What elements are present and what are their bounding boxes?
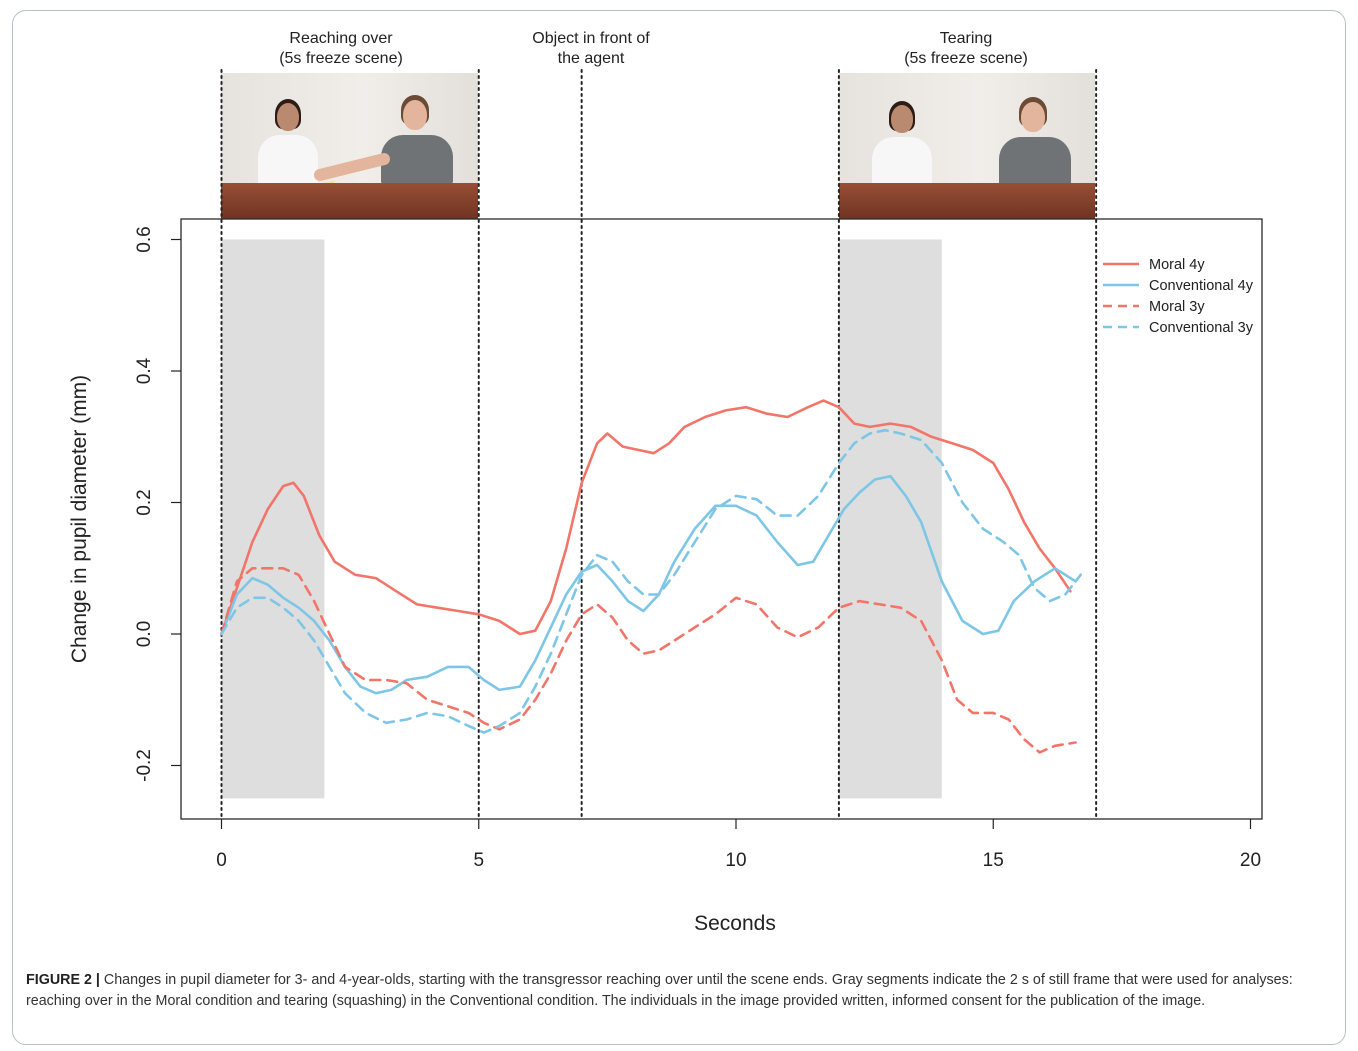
x-tick-label-20: 20 (1240, 850, 1261, 871)
figure-frame (12, 10, 1346, 1045)
y-tick-label-0.2: 0.2 (134, 489, 155, 515)
photo-tearing (839, 73, 1095, 219)
y-tick-label-0.6: 0.6 (134, 226, 155, 252)
panel-object-label-1: Object in front of (532, 30, 650, 47)
y-axis-title: Change in pupil diameter (mm) (68, 375, 91, 663)
panel-object-label-2: the agent (558, 50, 625, 67)
figure-caption: FIGURE 2 | Changes in pupil diameter for… (26, 970, 1326, 1012)
legend-label-conventional-3y: Conventional 3y (1149, 320, 1254, 336)
legend-label-moral-3y: Moral 3y (1149, 299, 1205, 315)
panel-tearing-label-2: (5s freeze scene) (904, 50, 1028, 67)
panel-tearing-label-1: Tearing (940, 30, 992, 47)
photo-reaching-over (221, 73, 478, 219)
y-tick-label-0.4: 0.4 (134, 357, 155, 384)
legend-label-moral-4y: Moral 4y (1149, 257, 1205, 273)
analysis-window-0 (221, 239, 325, 799)
caption-text: Changes in pupil diameter for 3- and 4-y… (26, 972, 1293, 1009)
x-tick-label-5: 5 (473, 850, 484, 871)
x-tick-label-0: 0 (216, 850, 227, 871)
series-line-conventional-3y (220, 428, 1082, 734)
series-line-moral-3y (220, 567, 1077, 754)
y-tick-label-0: 0.0 (134, 621, 155, 647)
x-tick-label-15: 15 (983, 850, 1004, 871)
y-tick-label--0.2: -0.2 (134, 749, 155, 782)
panel-reaching-label-1: Reaching over (289, 30, 393, 47)
series-line-conventional-4y (220, 474, 1077, 695)
plot-frame (180, 218, 1263, 820)
analysis-window-1 (838, 239, 942, 799)
x-tick-label-10: 10 (725, 850, 746, 871)
legend-label-conventional-4y: Conventional 4y (1149, 278, 1254, 294)
legend: Moral 4y Conventional 4y Moral 3y Conven… (1103, 257, 1254, 336)
x-axis-title: Seconds (694, 912, 776, 935)
panel-reaching-label-2: (5s freeze scene) (279, 50, 403, 67)
series-line-moral-4y (220, 399, 1072, 636)
caption-label: FIGURE 2 | (26, 972, 100, 988)
